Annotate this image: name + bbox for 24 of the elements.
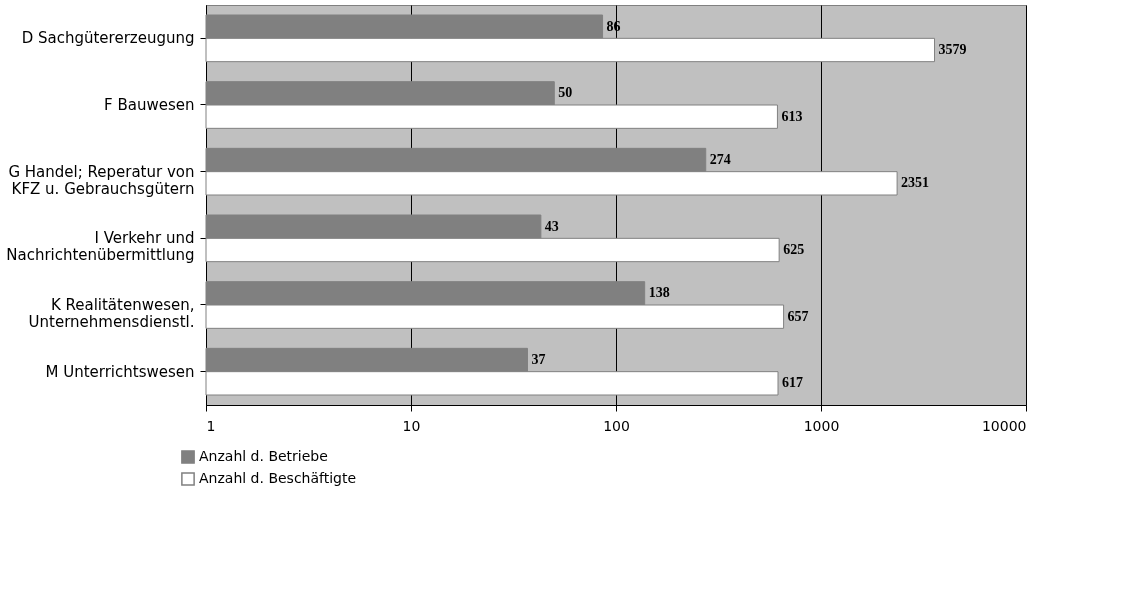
x-tick-label: 1000: [803, 417, 840, 434]
data-label: 625: [783, 242, 805, 257]
data-label: 37: [531, 352, 546, 367]
legend-label: Anzahl d. Betriebe: [199, 448, 328, 464]
legend-label: Anzahl d. Beschäftigte: [199, 470, 357, 486]
data-label: 138: [648, 285, 670, 301]
data-label: 617: [782, 375, 804, 391]
data-label: 613: [781, 108, 803, 124]
y-tick-label: F Bauwesen: [104, 96, 195, 114]
y-tick-label: I Verkehr und Nachrichtenübermittlung: [6, 229, 195, 265]
data-label: 274: [709, 152, 731, 167]
data-label: 2351: [901, 175, 930, 191]
x-tick-label: 1: [206, 417, 216, 434]
data-label: 50: [558, 85, 573, 101]
x-tick-label: 100: [603, 417, 630, 434]
y-tick-label: M Unterrichtswesen: [45, 362, 195, 381]
y-tick-label: G Handel; Reperatur von KFZ u. Gebrauchsgütern: [8, 162, 195, 198]
y-tick-label: K Realitätenwesen, Unternehmensdienstl.: [28, 296, 195, 331]
x-tick-label: 10: [402, 417, 421, 434]
data-label: 657: [787, 308, 809, 324]
data-label: 43: [544, 218, 559, 234]
x-tick-label: 10000: [981, 417, 1027, 434]
data-label: 3579: [938, 42, 967, 57]
y-tick-label: D Sachgütererzeugung: [21, 29, 195, 48]
